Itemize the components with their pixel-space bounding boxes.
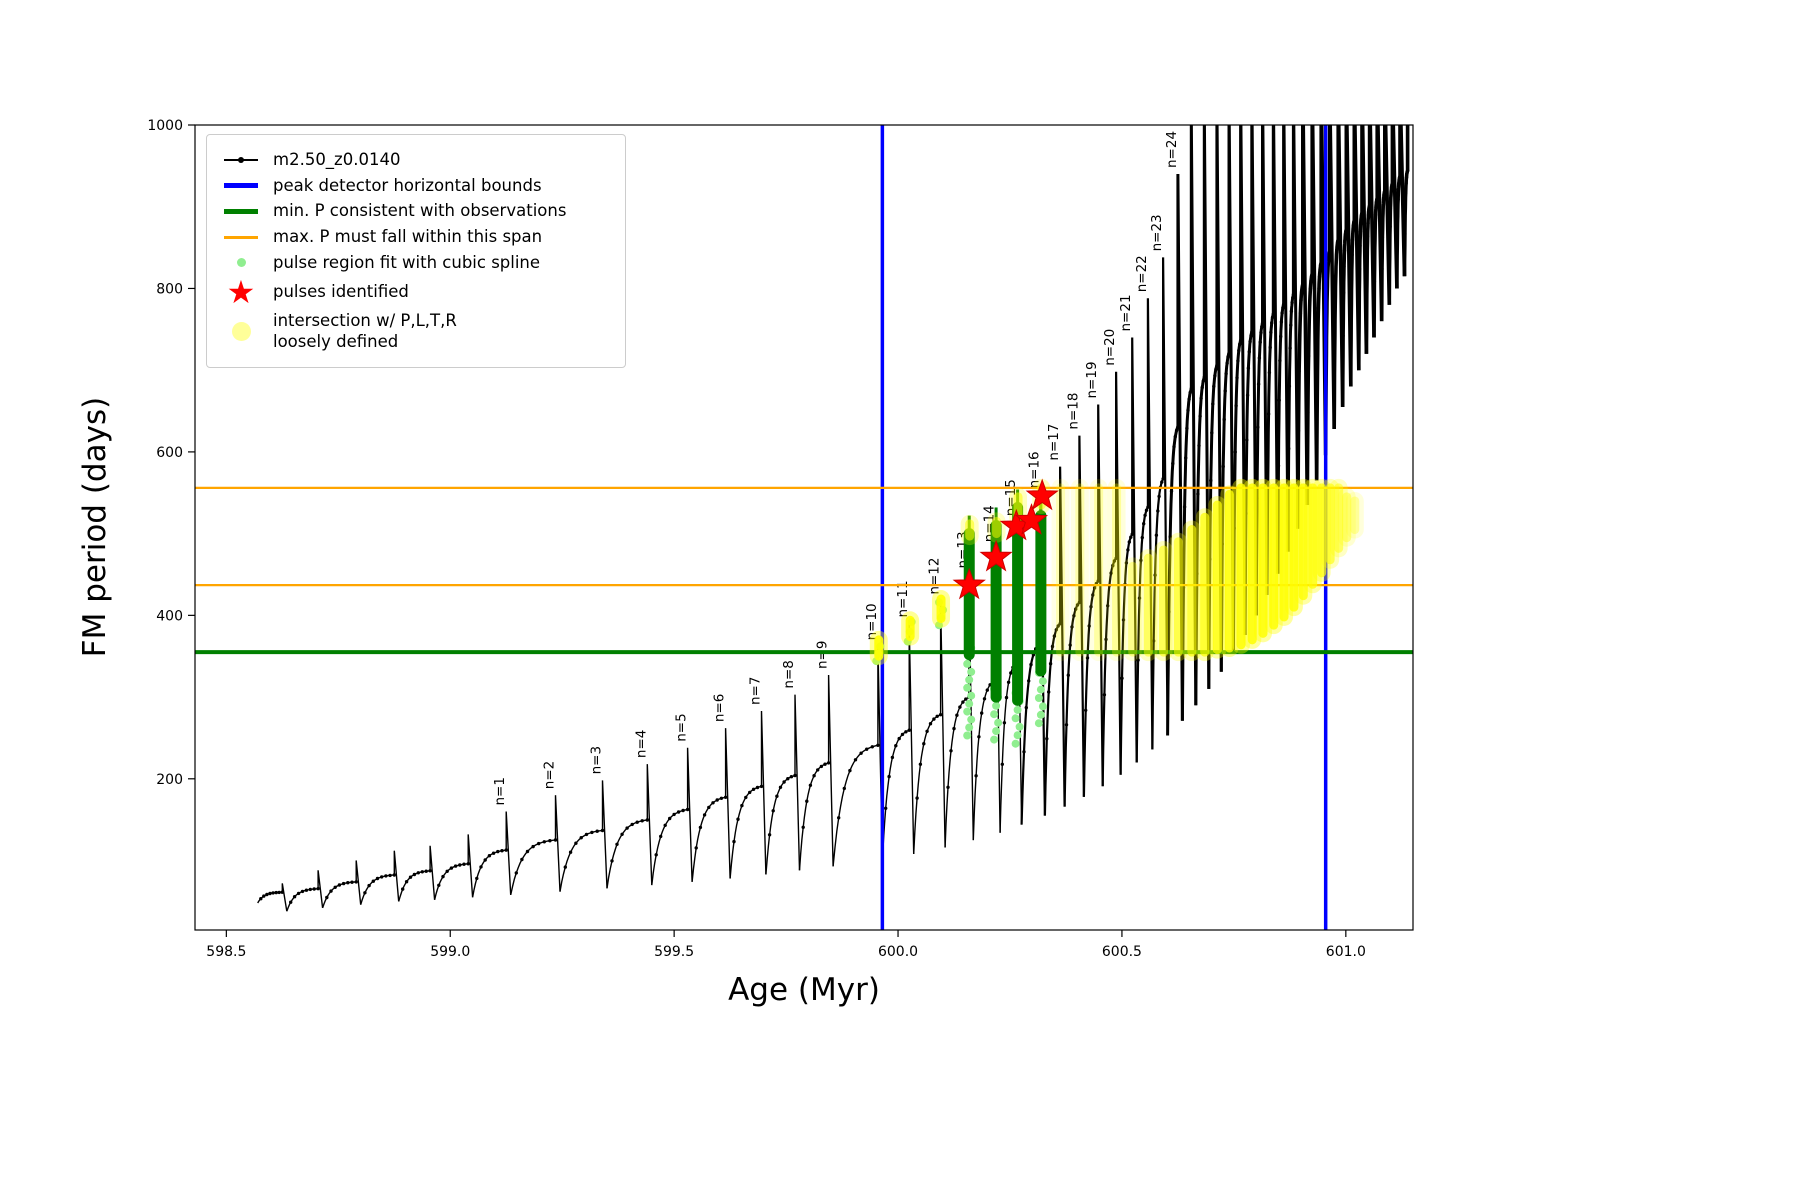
svg-text:n=7: n=7 [748, 677, 764, 705]
legend-item-peak-bounds: peak detector horizontal bounds [217, 176, 613, 197]
svg-text:n=2: n=2 [542, 761, 558, 789]
plot-spines [194, 124, 1414, 931]
svg-text:n=23: n=23 [1149, 214, 1165, 251]
legend-item-intersection: intersection w/ P,L,T,R loosely defined [217, 311, 613, 352]
svg-text:n=9: n=9 [815, 641, 831, 669]
svg-text:n=18: n=18 [1065, 393, 1081, 430]
svg-text:n=16: n=16 [1026, 451, 1042, 488]
legend-item-spline: pulse region fit with cubic spline [217, 253, 613, 274]
svg-text:598.5: 598.5 [206, 944, 246, 960]
svg-text:n=6: n=6 [712, 694, 728, 722]
svg-text:n=4: n=4 [633, 730, 649, 758]
legend-item-series: m2.50_z0.0140 [217, 150, 613, 171]
svg-text:n=12: n=12 [927, 558, 943, 595]
series-line-icon [217, 157, 265, 164]
y-axis-label: FM period (days) [77, 396, 113, 658]
legend-item-label: intersection w/ P,L,T,R loosely defined [273, 311, 457, 351]
svg-text:n=8: n=8 [781, 660, 797, 688]
svg-text:601.0: 601.0 [1326, 944, 1366, 960]
series-curve [257, 125, 1410, 912]
lightgreen-dot-icon [217, 258, 265, 268]
legend-item-label: m2.50_z0.0140 [273, 150, 401, 169]
y-axis-ticks: 200 400 600 800 1000 [147, 118, 195, 788]
yellow-dot-icon [217, 322, 265, 342]
svg-text:600.0: 600.0 [878, 944, 918, 960]
legend-item-label: pulse region fit with cubic spline [273, 252, 541, 272]
svg-text:599.0: 599.0 [430, 944, 470, 960]
svg-text:1000: 1000 [147, 118, 183, 134]
pulse-stars [952, 478, 1059, 600]
svg-text:600: 600 [156, 445, 183, 461]
svg-text:599.5: 599.5 [654, 944, 694, 960]
legend-item-label: peak detector horizontal bounds [273, 175, 542, 195]
green-line-icon [217, 209, 265, 215]
svg-text:n=21: n=21 [1118, 294, 1134, 331]
x-axis-label: Age (Myr) [728, 972, 880, 1008]
orange-line-icon [217, 235, 265, 239]
legend-item-label: max. P must fall within this span [273, 226, 543, 246]
svg-text:n=10: n=10 [864, 603, 880, 640]
svg-text:n=22: n=22 [1134, 255, 1150, 292]
svg-text:800: 800 [156, 281, 183, 297]
svg-text:n=20: n=20 [1102, 329, 1118, 366]
x-axis-ticks: 598.5 599.0 599.5 600.0 600.5 601.0 [206, 930, 1366, 960]
legend-box: m2.50_z0.0140 peak detector horizontal b… [206, 134, 626, 369]
intersection-region [869, 478, 1364, 666]
max-p-span-lines [195, 486, 1413, 587]
svg-text:n=24: n=24 [1164, 131, 1180, 168]
svg-text:n=1: n=1 [492, 777, 508, 805]
legend-item-label: pulses identified [273, 281, 409, 301]
svg-text:n=17: n=17 [1046, 424, 1062, 461]
svg-text:400: 400 [156, 608, 183, 624]
legend-item-max-p: max. P must fall within this span [217, 227, 613, 248]
legend-item-min-p: min. P consistent with observations [217, 201, 613, 222]
svg-text:n=19: n=19 [1084, 361, 1100, 398]
blue-line-icon [217, 183, 265, 189]
svg-text:600.5: 600.5 [1102, 944, 1142, 960]
svg-text:200: 200 [156, 772, 183, 788]
plot-area: n=1 n=2 n=3 n=4 n=5 n=6 n=7 n=8 n=9 n=10 n=11 n=12 n… [195, 125, 1413, 930]
legend-item-pulses: ★ pulses identified [217, 273, 613, 312]
svg-text:n=5: n=5 [674, 713, 690, 741]
svg-text:n=3: n=3 [589, 746, 605, 774]
legend-item-label: min. P consistent with observations [273, 201, 567, 221]
red-star-icon: ★ [226, 273, 256, 312]
svg-text:n=11: n=11 [895, 580, 911, 617]
